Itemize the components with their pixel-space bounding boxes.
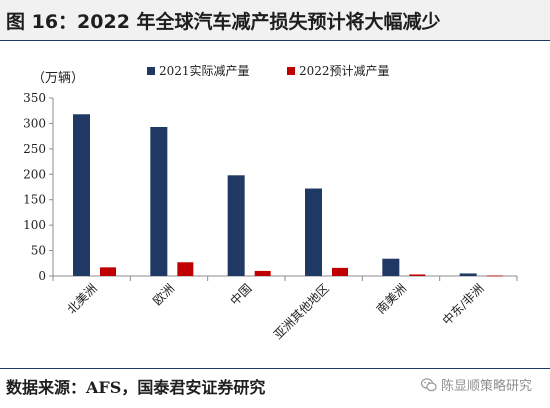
bar-2022-4 — [409, 274, 426, 276]
bars — [73, 114, 503, 277]
legend-swatch — [287, 67, 295, 75]
bar-2022-3 — [332, 267, 348, 276]
bar-2022-0 — [100, 267, 116, 276]
bar-2022-2 — [254, 270, 271, 276]
y-tick-label: 50 — [31, 244, 46, 258]
footer-divider — [0, 368, 550, 369]
x-tick-label: 北美洲 — [64, 281, 99, 316]
y-tick-label: 250 — [23, 142, 46, 156]
y-tick-label: 300 — [23, 116, 46, 130]
wechat-icon — [420, 377, 437, 391]
x-tick-label: 欧洲 — [150, 281, 177, 308]
y-axis: 0 50 100 150 200 250 300 350 — [23, 91, 54, 283]
legend-item: 2022预计减产量 — [287, 64, 390, 78]
bar-chart: （万辆） 2021实际减产量 2022预计减产量 0 50 100 150 200 250 3… — [23, 63, 518, 342]
y-tick-label: 200 — [23, 167, 46, 181]
legend-item: 2021实际减产量 — [147, 63, 250, 78]
x-tick-label: 亚洲其他地区 — [271, 281, 332, 342]
legend-swatch — [147, 67, 155, 75]
legend: 2021实际减产量 2022预计减产量 — [147, 63, 390, 78]
chart-title: 图 16：2022 年全球汽车减产损失预计将大幅减少 — [6, 11, 441, 33]
bar-2021-3 — [305, 188, 322, 276]
legend-label: 2022预计减产量 — [299, 64, 390, 78]
y-tick-label: 150 — [23, 193, 46, 207]
title-bar: 图 16：2022 年全球汽车减产损失预计将大幅减少 — [0, 0, 550, 41]
bar-2022-1 — [177, 262, 194, 276]
bar-2021-0 — [73, 114, 90, 276]
bar-2021-2 — [227, 175, 245, 276]
x-axis: 北美洲 欧洲 中国 亚洲其他地区 南美洲 中东/非洲 — [52, 275, 518, 342]
watermark-text: 陈显顺策略研究 — [440, 379, 532, 394]
x-tick-label: 中国 — [227, 281, 255, 309]
bar-2022-5 — [486, 275, 503, 277]
unit-label: （万辆） — [32, 71, 84, 86]
y-tick-label: 350 — [23, 91, 46, 105]
bar-2021-4 — [382, 258, 400, 276]
bar-2021-5 — [459, 273, 477, 276]
source-note: 数据来源：AFS，国泰君安证券研究 — [6, 378, 266, 397]
watermark: 陈显顺策略研究 — [420, 375, 532, 394]
bar-2021-1 — [150, 126, 168, 276]
legend-label: 2021实际减产量 — [159, 63, 250, 78]
x-tick-label: 南美洲 — [373, 281, 409, 317]
y-tick-label: 100 — [23, 218, 46, 232]
x-tick-label: 中东/非洲 — [439, 281, 486, 328]
y-tick-label: 0 — [38, 269, 46, 283]
